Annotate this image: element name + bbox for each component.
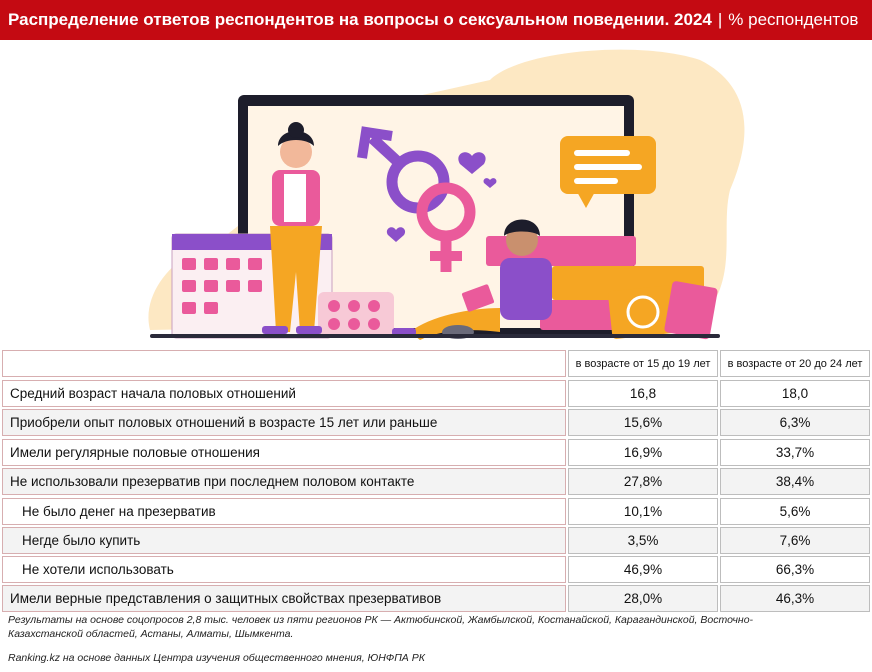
man-figure-icon — [392, 219, 552, 340]
table-row: Не было денег на презерватив 10,1% 5,6% — [2, 498, 870, 525]
heart-icon — [483, 178, 497, 188]
unit-label: % респондентов — [728, 10, 859, 29]
row-label: Приобрели опыт половых отношений в возра… — [2, 409, 566, 436]
table-row: Имели регулярные половые отношения 16,9%… — [2, 439, 870, 466]
row-value-20-24: 18,0 — [720, 380, 870, 407]
row-value-20-24: 5,6% — [720, 498, 870, 525]
row-label: Имели регулярные половые отношения — [2, 439, 566, 466]
floor-line — [150, 334, 720, 338]
row-value-20-24: 46,3% — [720, 585, 870, 612]
table-row: Не хотели использовать 46,9% 66,3% — [2, 556, 870, 583]
heart-icon — [386, 227, 406, 242]
source-note: Ranking.kz на основе данных Центра изуче… — [8, 652, 425, 664]
woman-figure-icon — [262, 122, 322, 334]
heart-icon — [458, 152, 486, 174]
illustration — [148, 49, 745, 340]
column-header-20-24: в возрасте от 20 до 24 лет — [720, 350, 870, 377]
header-bar: Распределение ответов респондентов на во… — [0, 0, 872, 40]
row-label: Не использовали презерватив при последне… — [2, 468, 566, 495]
table-row: Приобрели опыт половых отношений в возра… — [2, 409, 870, 436]
row-label: Средний возраст начала половых отношений — [2, 380, 566, 407]
table-row: Негде было купить 3,5% 7,6% — [2, 527, 870, 554]
row-value-20-24: 7,6% — [720, 527, 870, 554]
row-label: Негде было купить — [2, 527, 566, 554]
row-value-15-19: 3,5% — [568, 527, 718, 554]
table-row: Не использовали презерватив при последне… — [2, 468, 870, 495]
footnote: Результаты на основе соцопросов 2,8 тыс.… — [8, 614, 754, 640]
row-value-20-24: 6,3% — [720, 409, 870, 436]
row-value-20-24: 38,4% — [720, 468, 870, 495]
row-value-15-19: 27,8% — [568, 468, 718, 495]
row-label: Не было денег на презерватив — [2, 498, 566, 525]
row-value-15-19: 15,6% — [568, 409, 718, 436]
row-label: Имели верные представления о защитных св… — [2, 585, 566, 612]
column-header-15-19: в возрасте от 15 до 19 лет — [568, 350, 718, 377]
row-value-15-19: 16,9% — [568, 439, 718, 466]
pill-blister-icon — [318, 292, 394, 338]
table-row: Имели верные представления о защитных св… — [2, 585, 870, 612]
row-value-15-19: 10,1% — [568, 498, 718, 525]
table-header-row: в возрасте от 15 до 19 лет в возрасте от… — [2, 350, 870, 377]
table-header-blank — [2, 350, 566, 377]
table-row: Средний возраст начала половых отношений… — [2, 380, 870, 407]
row-value-15-19: 46,9% — [568, 556, 718, 583]
row-value-15-19: 16,8 — [568, 380, 718, 407]
page-title: Распределение ответов респондентов на во… — [8, 10, 712, 29]
row-value-20-24: 33,7% — [720, 439, 870, 466]
row-value-15-19: 28,0% — [568, 585, 718, 612]
row-label: Не хотели использовать — [2, 556, 566, 583]
title-separator: | — [717, 10, 723, 29]
row-value-20-24: 66,3% — [720, 556, 870, 583]
condom-pack-icon — [608, 285, 678, 339]
